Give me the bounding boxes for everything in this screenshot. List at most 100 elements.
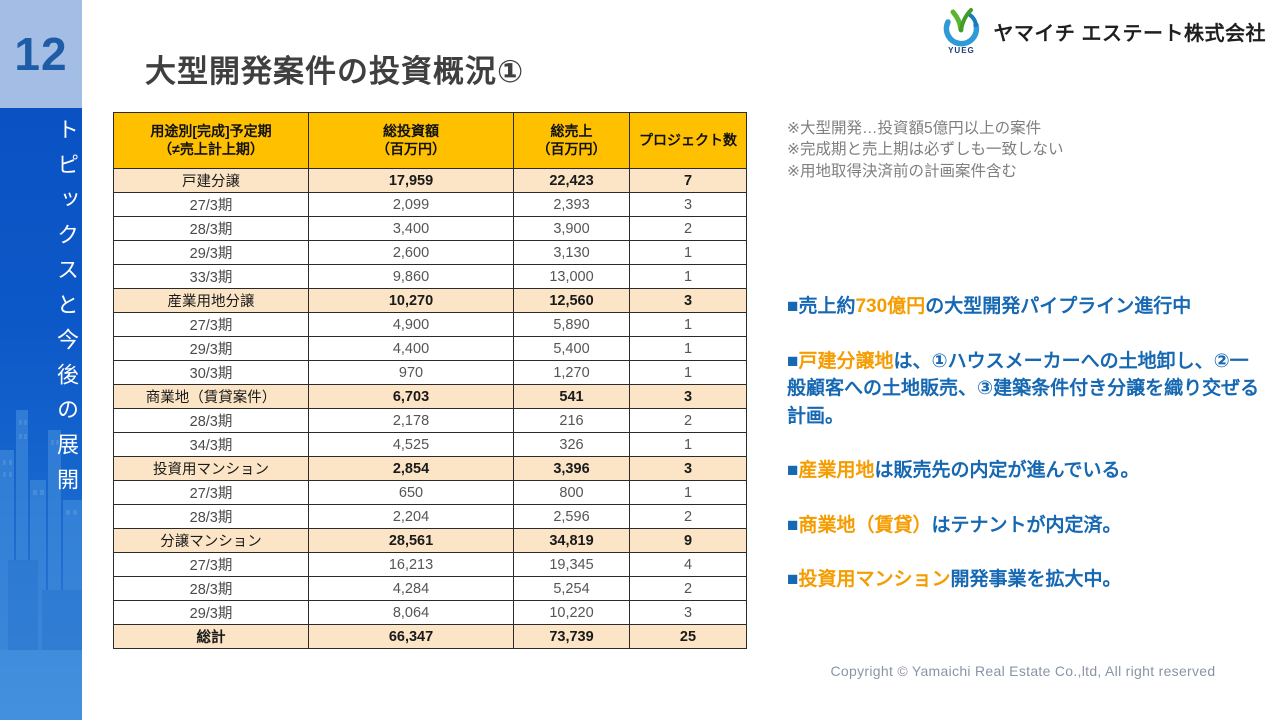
key-point-bullet: ■売上約730億円の大型開発パイプライン進行中 [787,293,1265,321]
row-label: 分譲マンション [113,528,309,553]
table-row: 27/3期 4,900 5,890 1 [113,312,747,337]
table-row: 27/3期 650 800 1 [113,480,747,505]
row-label: 28/3期 [113,576,309,601]
row-value: 4,284 [308,576,514,601]
bullet-text-segment: の大型開発パイプライン進行中 [925,296,1192,317]
row-label: 27/3期 [113,192,309,217]
bullet-text-segment: ■ [787,350,799,372]
key-point-bullet: ■産業用地は販売先の内定が進んでいる。 [787,457,1265,485]
row-label: 28/3期 [113,408,309,433]
row-value: 1 [629,432,747,457]
row-label: 34/3期 [113,432,309,457]
table-row: 28/3期 3,400 3,900 2 [113,216,747,241]
row-value: 13,000 [513,264,630,289]
bullet-text-segment: ■ [787,569,799,591]
column-header: 総投資額 （百万円） [308,112,514,169]
row-value: 2 [629,504,747,529]
row-value: 22,423 [513,168,630,193]
row-value: 5,400 [513,336,630,361]
table-row: 27/3期 2,099 2,393 3 [113,192,747,217]
row-value: 3,396 [513,456,630,481]
row-value: 4 [629,552,747,577]
column-header: 用途別[完成]予定期 （≠売上計上期） [113,112,309,169]
row-value: 2,099 [308,192,514,217]
row-value: 7 [629,168,747,193]
row-label: 戸建分譲 [113,168,309,193]
row-value: 2,854 [308,456,514,481]
row-label: 27/3期 [113,480,309,505]
bullet-text-segment: 戸建分譲地 [798,350,894,372]
table-row: 27/3期 16,213 19,345 4 [113,552,747,577]
row-value: 8,064 [308,600,514,625]
row-value: 2 [629,216,747,241]
sidebar-section-title: トピックスと今後の展開 [54,118,79,503]
table-row: 29/3期 8,064 10,220 3 [113,600,747,625]
bullet-text-segment: はテナントが内定済。 [931,514,1122,536]
row-label: 29/3期 [113,600,309,625]
table-row: 投資用マンション 2,854 3,396 3 [113,456,747,481]
bullet-text-segment: 開発事業を拡大中。 [950,569,1122,591]
table-row: 分譲マンション 28,561 34,819 9 [113,528,747,553]
row-value: 3 [629,192,747,217]
key-points: ■売上約730億円の大型開発パイプライン進行中 ■戸建分譲地は、①ハウスメーカーへ… [787,293,1265,621]
row-value: 1 [629,264,747,289]
row-value: 16,213 [308,552,514,577]
footnote-line: ※完成期と売上期は必ずしも一致しない [787,141,1064,159]
table-row: 戸建分譲 17,959 22,423 7 [113,168,747,193]
footnote-line: ※大型開発…投資額5億円以上の案件 [787,120,1042,137]
table-row: 30/3期 970 1,270 1 [113,360,747,385]
row-value: 6,703 [308,384,514,409]
bullet-text-segment: は販売先の内定が進んでいる。 [874,460,1140,482]
row-label: 27/3期 [113,312,309,337]
row-value: 3,130 [513,240,630,265]
row-label: 総計 [113,624,309,649]
row-value: 1 [629,312,747,337]
row-value: 10,270 [308,288,514,313]
key-point-bullet: ■商業地（賃貸）はテナントが内定済。 [787,512,1265,540]
row-label: 産業用地分譲 [113,288,309,313]
bullet-text-segment: 商業地（賃貸） [798,514,932,536]
row-value: 2 [629,576,747,601]
table-row: 29/3期 2,600 3,130 1 [113,240,747,265]
row-value: 3 [629,288,747,313]
row-value: 2 [629,408,747,433]
row-value: 2,596 [513,504,630,529]
row-value: 9,860 [308,264,514,289]
row-label: 29/3期 [113,240,309,265]
table-row: 33/3期 9,860 13,000 1 [113,264,747,289]
page-title: 大型開発案件の投資概況① [145,54,525,89]
table-row: 28/3期 2,178 216 2 [113,408,747,433]
row-label: 30/3期 [113,360,309,385]
bullet-text-segment: 投資用マンション [798,569,951,591]
row-value: 1 [629,240,747,265]
sidebar-background: トピックスと今後の展開 [0,108,82,720]
row-label: 27/3期 [113,552,309,577]
row-value: 2,600 [308,240,514,265]
row-value: 3 [629,384,747,409]
column-header: プロジェクト数 [629,112,747,169]
row-value: 34,819 [513,528,630,553]
row-value: 1 [629,336,747,361]
row-value: 3 [629,600,747,625]
row-value: 17,959 [308,168,514,193]
row-value: 1,270 [513,360,630,385]
footnote-line: ※用地取得決済前の計画案件含む [787,162,1017,180]
row-value: 2,204 [308,504,514,529]
row-value: 3 [629,456,747,481]
table-row: 28/3期 4,284 5,254 2 [113,576,747,601]
row-value: 2,178 [308,408,514,433]
bullet-text-segment: ■ [787,514,799,536]
row-value: 10,220 [513,600,630,625]
investment-overview-table: 用途別[完成]予定期 （≠売上計上期） 総投資額 （百万円） 総売上 （百万円） プロジェク… [113,112,747,649]
row-value: 2,393 [513,192,630,217]
company-name: ヤマイチ エステート株式会社 [993,23,1266,45]
row-value: 970 [308,360,514,385]
row-value: 12,560 [513,288,630,313]
table-row: 産業用地分譲 10,270 12,560 3 [113,288,747,313]
bullet-text-segment: 産業用地 [798,460,875,482]
row-label: 28/3期 [113,216,309,241]
row-value: 19,345 [513,552,630,577]
row-value: 25 [629,624,747,649]
column-header: 総売上 （百万円） [513,112,630,169]
